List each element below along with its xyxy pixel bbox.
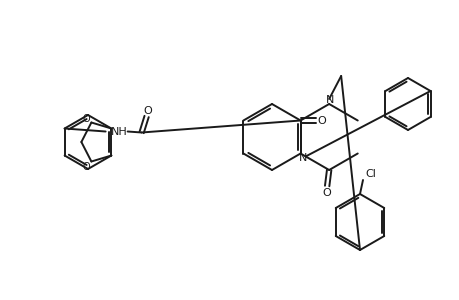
Text: O: O <box>317 116 325 125</box>
Text: N: N <box>298 152 306 163</box>
Text: Cl: Cl <box>365 169 375 179</box>
Text: O: O <box>322 188 331 198</box>
Text: O: O <box>83 113 90 124</box>
Text: O: O <box>143 106 151 116</box>
Text: N: N <box>325 95 334 105</box>
Text: O: O <box>83 161 90 172</box>
Text: NH: NH <box>111 127 128 136</box>
